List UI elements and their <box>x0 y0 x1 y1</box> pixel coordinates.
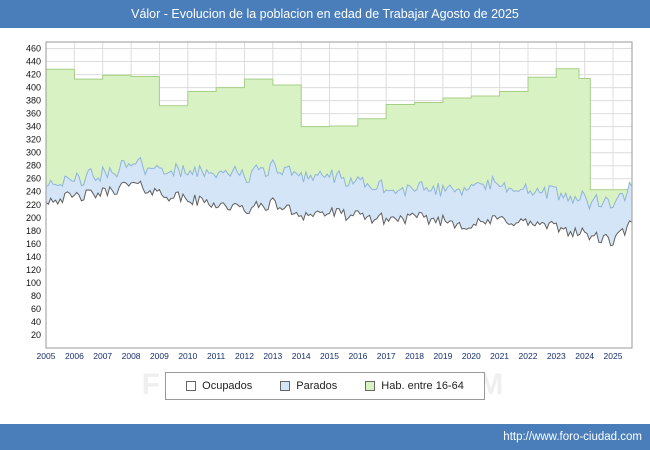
svg-text:2015: 2015 <box>320 351 339 361</box>
chart-area: 20 40 60 80 100 120 140 160 180 200 220 240 260 280 30… <box>0 28 650 364</box>
page-title: Válor - Evolucion de la poblacion en eda… <box>131 7 519 21</box>
svg-text:2020: 2020 <box>462 351 481 361</box>
svg-text:2006: 2006 <box>65 351 84 361</box>
svg-text:2023: 2023 <box>547 351 566 361</box>
svg-text:420: 420 <box>26 70 41 80</box>
legend-label-ocupados: Ocupados <box>202 380 253 392</box>
svg-text:2018: 2018 <box>405 351 424 361</box>
svg-text:2014: 2014 <box>292 351 311 361</box>
svg-text:180: 180 <box>26 226 41 236</box>
svg-text:2005: 2005 <box>37 351 56 361</box>
svg-text:60: 60 <box>31 304 41 314</box>
svg-text:120: 120 <box>26 265 41 275</box>
svg-text:2019: 2019 <box>433 351 452 361</box>
svg-text:340: 340 <box>26 122 41 132</box>
svg-text:360: 360 <box>26 109 41 119</box>
svg-text:2012: 2012 <box>235 351 254 361</box>
svg-text:280: 280 <box>26 161 41 171</box>
svg-text:200: 200 <box>26 213 41 223</box>
svg-text:440: 440 <box>26 57 41 67</box>
legend-item-hab-16-64: Hab. entre 16-64 <box>365 380 464 392</box>
footer-bar: http://www.foro-ciudad.com <box>0 424 650 450</box>
svg-text:40: 40 <box>31 317 41 327</box>
svg-text:400: 400 <box>26 83 41 93</box>
svg-text:2017: 2017 <box>377 351 396 361</box>
svg-text:320: 320 <box>26 135 41 145</box>
svg-text:220: 220 <box>26 200 41 210</box>
svg-text:140: 140 <box>26 252 41 262</box>
legend-item-ocupados: Ocupados <box>186 380 252 392</box>
svg-text:160: 160 <box>26 239 41 249</box>
legend-label-parados: Parados <box>296 380 338 392</box>
parados-swatch-icon <box>280 381 291 391</box>
svg-text:80: 80 <box>31 291 41 301</box>
svg-text:2021: 2021 <box>490 351 509 361</box>
svg-text:100: 100 <box>26 278 41 288</box>
svg-text:460: 460 <box>26 44 41 54</box>
svg-text:2010: 2010 <box>178 351 197 361</box>
legend-label-hab-16-64: Hab. entre 16-64 <box>381 380 464 392</box>
legend-row: FORO-CIUDAD.COM Ocupados Parados Hab. en… <box>0 368 650 401</box>
svg-text:2022: 2022 <box>519 351 538 361</box>
svg-text:2025: 2025 <box>604 351 623 361</box>
svg-text:2009: 2009 <box>150 351 169 361</box>
svg-text:2007: 2007 <box>93 351 112 361</box>
svg-text:2008: 2008 <box>122 351 141 361</box>
hab-16-64-swatch-icon <box>365 381 376 391</box>
svg-text:260: 260 <box>26 174 41 184</box>
svg-text:300: 300 <box>26 148 41 158</box>
chart-svg: 20 40 60 80 100 120 140 160 180 200 220 240 260 280 30… <box>26 41 633 361</box>
svg-text:2024: 2024 <box>575 351 594 361</box>
svg-text:2016: 2016 <box>348 351 367 361</box>
svg-text:2013: 2013 <box>263 351 282 361</box>
svg-text:240: 240 <box>26 187 41 197</box>
legend-box: Ocupados Parados Hab. entre 16-64 <box>165 372 485 400</box>
ocupados-swatch-icon <box>186 381 197 391</box>
title-bar: Válor - Evolucion de la poblacion en eda… <box>0 0 650 28</box>
legend-item-parados: Parados <box>280 380 337 392</box>
svg-text:20: 20 <box>31 330 41 340</box>
footer-url-link[interactable]: http://www.foro-ciudad.com <box>503 431 642 443</box>
svg-text:2011: 2011 <box>207 351 226 361</box>
svg-text:380: 380 <box>26 96 41 106</box>
